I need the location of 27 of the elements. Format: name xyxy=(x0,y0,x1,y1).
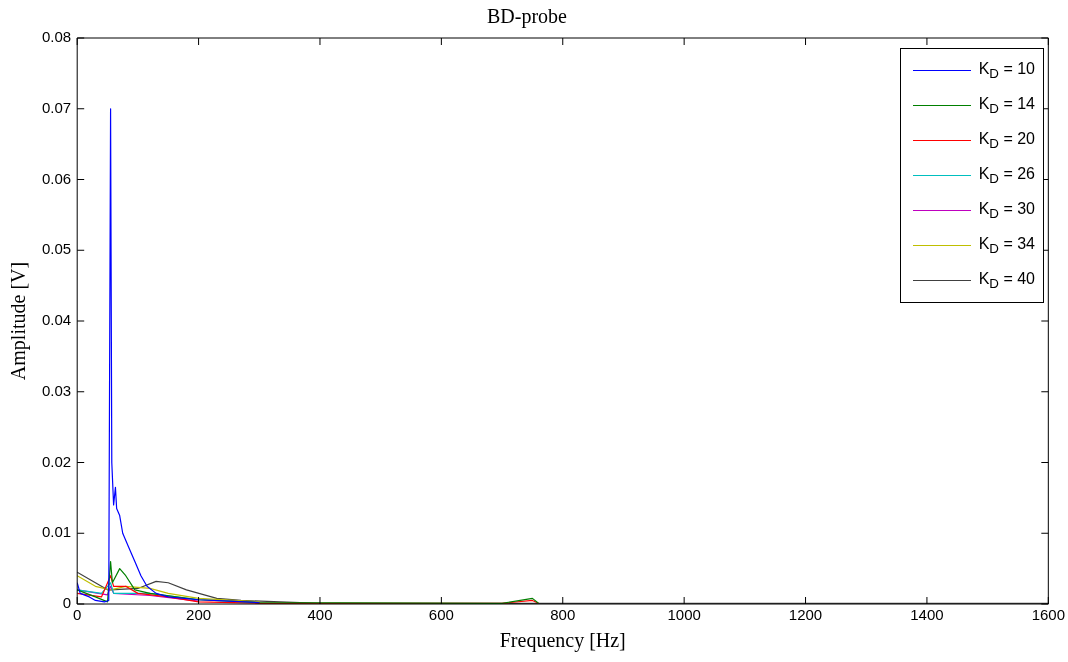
y-tick-label: 0.04 xyxy=(41,311,72,329)
chart-title: BD-probe xyxy=(487,5,568,29)
x-tick-label: 400 xyxy=(307,606,333,624)
y-tick-label: 0.02 xyxy=(41,452,72,470)
x-tick-label: 1600 xyxy=(1031,606,1065,624)
y-tick-label: 0.07 xyxy=(41,98,72,116)
y-tick-label: 0.05 xyxy=(41,240,72,258)
x-tick-label: 1200 xyxy=(788,606,823,624)
x-tick-label: 800 xyxy=(550,606,576,624)
legend-label: K$_{D}$ = 40 xyxy=(978,269,1035,292)
y-tick-label: 0 xyxy=(62,594,72,612)
legend-label: K$_{D}$ = 14 xyxy=(978,94,1035,117)
legend-label: K$_{D}$ = 10 xyxy=(978,59,1035,82)
x-tick-label: 1000 xyxy=(667,606,701,624)
y-tick-label: 0.03 xyxy=(41,381,72,399)
y-tick-label: 0.08 xyxy=(41,28,72,46)
y-tick-label: 0.06 xyxy=(41,169,72,187)
legend-label: K$_{D}$ = 30 xyxy=(978,199,1035,222)
legend-label: K$_{D}$ = 26 xyxy=(978,164,1035,187)
x-tick-label: 600 xyxy=(428,606,454,624)
x-axis-title: Frequency [Hz] xyxy=(499,629,626,653)
y-axis-title: Amplitude [V] xyxy=(7,261,31,381)
legend-label: K$_{D}$ = 34 xyxy=(978,234,1035,257)
legend-label: K$_{D}$ = 20 xyxy=(978,129,1035,152)
x-tick-label: 200 xyxy=(186,606,212,624)
x-tick-label: 1400 xyxy=(910,606,944,624)
y-tick-label: 0.01 xyxy=(41,523,72,541)
